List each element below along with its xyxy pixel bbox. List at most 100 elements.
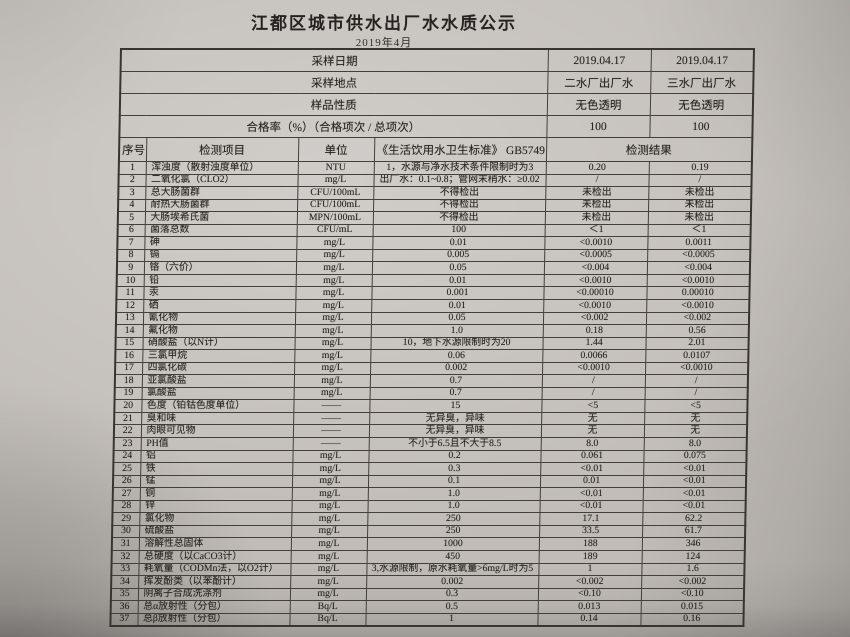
cell-unit: mg/L bbox=[291, 475, 369, 488]
info-row: 合格率（%）（合格项次 / 总项次） 100 100 bbox=[119, 115, 753, 138]
cell-standard: 1.0 bbox=[367, 487, 540, 501]
cell-item: 耗氧量（CODMn法，以O2计） bbox=[138, 563, 291, 576]
cell-index: 3 bbox=[118, 186, 146, 200]
table-row: 5 大肠埃希氏菌 MPN/100mL 不得检出 未检出 未检出 bbox=[117, 211, 751, 225]
cell-result-plant3: <0.01 bbox=[642, 487, 746, 501]
table-row: 28 锌 mg/L 1.0 <0.01 <0.01 bbox=[112, 500, 746, 513]
cell-index: 9 bbox=[116, 261, 145, 275]
info-row-value-plant2: 100 bbox=[546, 115, 650, 138]
cell-index: 5 bbox=[117, 211, 145, 225]
cell-index: 16 bbox=[115, 349, 143, 363]
cell-standard: 0.2 bbox=[368, 450, 541, 463]
cell-unit: mg/L bbox=[289, 588, 367, 601]
table-row: 1 浑浊度（散射浊度单位） NTU 1，水源与净水技术条件限制时为3 0.20 0.19 bbox=[118, 161, 752, 175]
cell-unit: mg/L bbox=[290, 563, 367, 576]
cell-unit: CFU/mL bbox=[296, 224, 373, 237]
cell-item: 铝 bbox=[140, 450, 293, 463]
cell-item: 耐热大肠菌群 bbox=[144, 199, 298, 212]
cell-unit: mg/L bbox=[292, 462, 369, 476]
cell-item: 铜 bbox=[139, 487, 292, 501]
table-row: 15 硝酸盐（以N计） mg/L 10，地下水源限制时为20 1.44 2.01 bbox=[115, 337, 749, 350]
cell-index: 18 bbox=[114, 374, 143, 388]
cell-standard: 0.001 bbox=[371, 286, 544, 300]
cell-index: 26 bbox=[112, 475, 141, 488]
cell-result-plant3: 0.16 bbox=[640, 613, 744, 627]
cell-result-plant2: 1 bbox=[538, 563, 642, 576]
cell-item: 挥发酚类（以苯酚计） bbox=[138, 575, 291, 589]
cell-result-plant3: 0.56 bbox=[645, 324, 749, 338]
cell-result-plant2: 0.18 bbox=[542, 324, 646, 338]
cell-standard: 不小于6.5且不大于8.5 bbox=[368, 437, 541, 451]
cell-index: 33 bbox=[111, 563, 139, 576]
cell-index: 32 bbox=[111, 550, 139, 563]
cell-unit: Bq/L bbox=[289, 600, 366, 614]
cell-result-plant3: 1.6 bbox=[641, 563, 745, 576]
cell-unit: mg/L bbox=[294, 337, 371, 350]
cell-unit: mg/L bbox=[291, 487, 368, 501]
cell-item: 总α放射性（分包） bbox=[137, 600, 290, 614]
cell-index: 1 bbox=[118, 161, 146, 175]
table-row: 24 铝 mg/L 0.2 0.061 0.075 bbox=[113, 450, 747, 463]
table-row: 36 总α放射性（分包） Bq/L 0.5 0.013 0.015 bbox=[110, 600, 744, 614]
cell-standard: 250 bbox=[367, 525, 540, 538]
cell-standard: 0.01 bbox=[371, 274, 544, 287]
cell-item: PH值 bbox=[140, 437, 293, 451]
cell-item: 氯酸盐 bbox=[141, 387, 294, 400]
cell-result-plant2: <0.01 bbox=[540, 462, 644, 476]
cell-item: 总大肠菌群 bbox=[145, 186, 298, 200]
cell-result-plant3: 0.015 bbox=[640, 600, 744, 614]
info-row: 样品性质 无色透明 无色透明 bbox=[119, 93, 754, 116]
cell-result-plant3: <0.004 bbox=[646, 261, 751, 275]
cell-result-plant2: 33.5 bbox=[539, 525, 643, 538]
cell-index: 37 bbox=[110, 613, 138, 627]
cell-item: 铬（六价） bbox=[143, 261, 297, 275]
cell-index: 4 bbox=[117, 199, 146, 212]
table-row: 27 铜 mg/L 1.0 <0.01 <0.01 bbox=[112, 487, 746, 501]
cell-index: 36 bbox=[110, 600, 138, 614]
table-row: 6 菌落总数 CFU/mL 100 ＜1 ＜1 bbox=[117, 224, 751, 237]
cell-result-plant2: / bbox=[545, 174, 649, 187]
cell-item: 硒 bbox=[143, 299, 296, 313]
table-row: 18 亚氯酸盐 mg/L 0.7// bbox=[114, 374, 749, 388]
table-row: 11 汞 mg/L 0.001 <0.00010 0.00010 bbox=[116, 286, 750, 300]
cell-standard: 15 bbox=[369, 399, 542, 413]
cell-unit: mg/L bbox=[294, 312, 372, 325]
cell-item: 三氯甲烷 bbox=[142, 349, 295, 363]
table-row: 25 铁 mg/L 0.3 <0.01 <0.01 bbox=[113, 462, 747, 476]
cell-result-plant3: 未检出 bbox=[648, 186, 752, 200]
cell-standard: 1.0 bbox=[367, 500, 540, 513]
table-row: 14 氟化物 mg/L 1.0 0.18 0.56 bbox=[115, 324, 749, 338]
cell-index: 7 bbox=[117, 236, 145, 250]
cell-unit: CFU/100mL bbox=[296, 199, 374, 212]
cell-unit: mg/L bbox=[294, 324, 371, 338]
cell-item: 色度（铂钴色度单位） bbox=[141, 399, 294, 413]
table-row: 21 臭和味 —— 无异臭，异味无无 bbox=[114, 412, 748, 425]
cell-result-plant3: <5 bbox=[644, 399, 748, 413]
cell-result-plant3: <0.10 bbox=[640, 588, 745, 601]
cell-result-plant2: <0.01 bbox=[539, 487, 643, 501]
cell-index: 28 bbox=[112, 500, 140, 513]
cell-unit: MPN/100mL bbox=[296, 211, 373, 225]
info-row-label: 采样日期 bbox=[120, 49, 548, 72]
table-row: 32 总硬度（以CaCO3计） mg/L 450 189 124 bbox=[111, 550, 745, 563]
cell-result-plant2: 0.013 bbox=[537, 600, 641, 614]
cell-result-plant3: <0.002 bbox=[641, 575, 745, 589]
cell-result-plant2: / bbox=[541, 387, 645, 400]
cell-result-plant3: <0.01 bbox=[642, 475, 747, 488]
cell-unit: mg/L bbox=[297, 174, 374, 187]
cell-result-plant3: 61.7 bbox=[642, 525, 746, 538]
cell-unit: mg/L bbox=[293, 387, 370, 400]
cell-standard: 1，水源与净水技术条件限制时为3 bbox=[373, 161, 546, 175]
cell-unit: mg/L bbox=[295, 261, 373, 275]
cell-standard: 0.7 bbox=[369, 387, 542, 400]
cell-result-plant3: 无 bbox=[644, 412, 748, 425]
cell-standard: 无异臭，异味 bbox=[369, 412, 542, 425]
cell-unit: NTU bbox=[297, 161, 374, 175]
cell-result-plant2: <0.0010 bbox=[543, 274, 647, 287]
cell-unit: mg/L bbox=[290, 550, 367, 563]
cell-result-plant3: <0.0010 bbox=[646, 274, 750, 287]
cell-result-plant3: 124 bbox=[641, 550, 745, 563]
cell-standard: 0.06 bbox=[370, 349, 543, 363]
cell-unit: mg/L bbox=[291, 512, 368, 526]
cell-result-plant3: ＜1 bbox=[647, 224, 751, 237]
